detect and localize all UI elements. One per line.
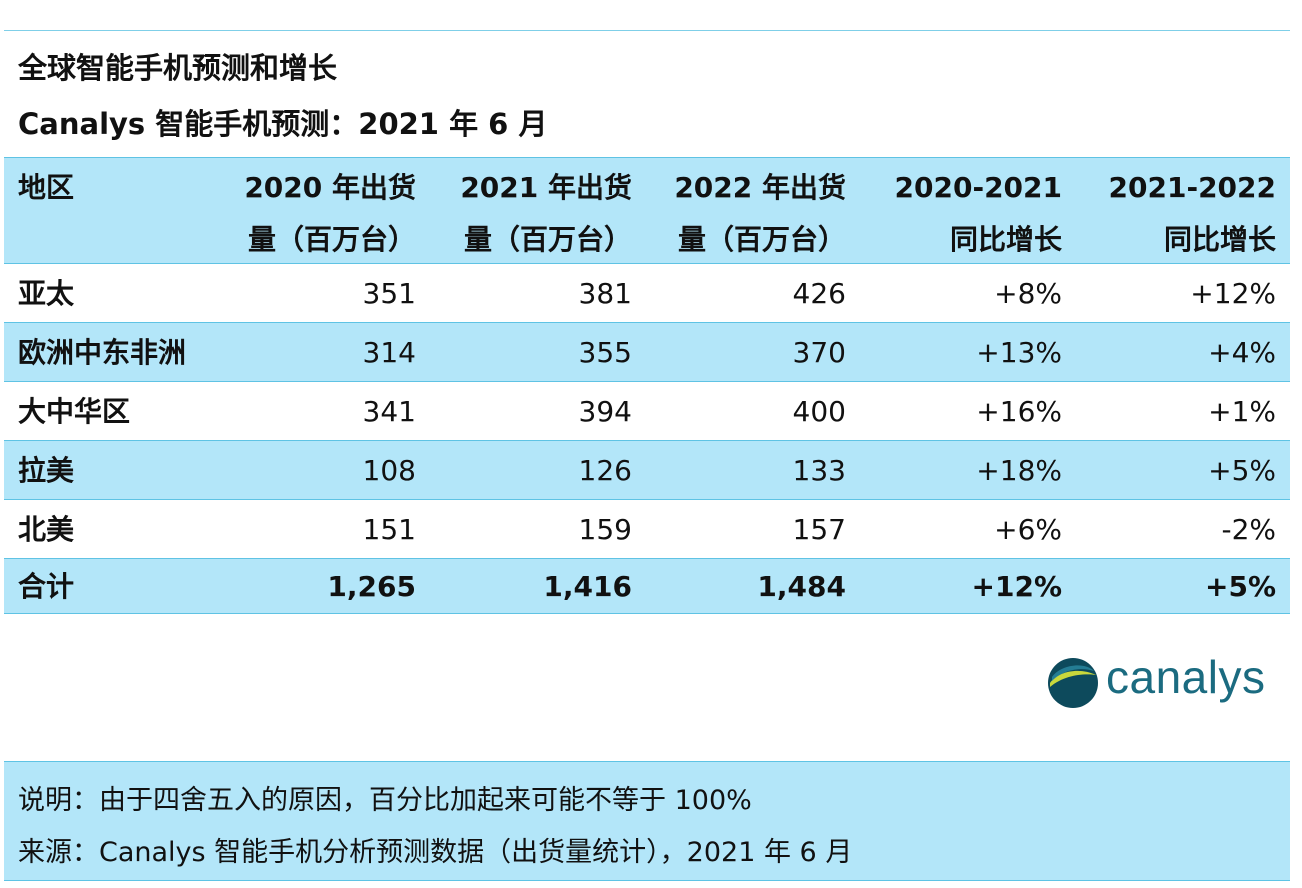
canalys-logo-icon [1048,658,1098,708]
source-note: 来源：Canalys 智能手机分析预测数据（出货量统计），2021 年 6 月 [18,837,853,868]
total-label: 合计 [18,570,75,603]
growth-2021-cell: +6% [994,513,1062,546]
growth-2021-cell: +13% [976,336,1062,369]
growth-2021-cell: +18% [976,454,1062,487]
region-cell: 欧洲中东非洲 [18,336,187,369]
header-growth-2021-2022: 2021-2022 同比增长 [1108,171,1276,256]
total-growth-2021-cell: +12% [971,570,1062,603]
region-cell: 北美 [18,513,75,546]
shipments-2020-cell: 151 [362,513,416,546]
page-subtitle: Canalys 智能手机预测：2021 年 6 月 [18,107,548,141]
header-2021-shipments: 2021 年出货 量（百万台） [460,171,632,256]
growth-2021-cell: +8% [994,277,1062,310]
shipments-2021-cell: 126 [578,454,632,487]
canalys-logo-text: canalys [1106,651,1266,703]
region-cell: 亚太 [18,277,75,310]
growth-2022-cell: +4% [1208,336,1276,369]
region-cell: 拉美 [18,454,75,487]
total-2022-cell: 1,484 [757,570,846,603]
table-row: 亚太 351 381 426 +8% +12% [4,263,1290,322]
page-title: 全球智能手机预测和增长 [18,51,338,85]
shipments-2022-cell: 400 [792,395,846,428]
shipments-2021-cell: 159 [578,513,632,546]
table-row: 北美 151 159 157 +6% -2% [4,499,1290,558]
growth-2021-cell: +16% [976,395,1062,428]
table-total-row: 合计 1,265 1,416 1,484 +12% +5% [4,558,1290,614]
shipments-2021-cell: 355 [578,336,632,369]
rounding-note: 说明：由于四舍五入的原因，百分比加起来可能不等于 100% [18,785,752,816]
shipments-2020-cell: 108 [362,454,416,487]
table-header-row: 地区 2020 年出货 量（百万台） 2021 年出货 量（百万台） 2022 … [4,157,1290,263]
forecast-table: 地区 2020 年出货 量（百万台） 2021 年出货 量（百万台） 2022 … [4,157,1290,614]
growth-2022-cell: +1% [1208,395,1276,428]
shipments-2022-cell: 133 [792,454,846,487]
table-row: 大中华区 341 394 400 +16% +1% [4,381,1290,440]
shipments-2020-cell: 341 [362,395,416,428]
header-2020-shipments: 2020 年出货 量（百万台） [244,171,416,256]
table-row: 欧洲中东非洲 314 355 370 +13% +4% [4,322,1290,381]
region-cell: 大中华区 [18,395,131,428]
total-growth-2022-cell: +5% [1205,570,1276,603]
growth-2022-cell: +12% [1190,277,1276,310]
growth-2022-cell: -2% [1221,513,1276,546]
total-2020-cell: 1,265 [327,570,416,603]
shipments-2022-cell: 426 [792,277,846,310]
shipments-2020-cell: 351 [362,277,416,310]
total-2021-cell: 1,416 [543,570,632,603]
shipments-2022-cell: 157 [792,513,846,546]
shipments-2020-cell: 314 [362,336,416,369]
header-growth-2020-2021: 2020-2021 同比增长 [894,171,1062,256]
shipments-2021-cell: 394 [578,395,632,428]
table-row: 拉美 108 126 133 +18% +5% [4,440,1290,499]
growth-2022-cell: +5% [1208,454,1276,487]
header-2022-shipments: 2022 年出货 量（百万台） [674,171,846,256]
shipments-2022-cell: 370 [792,336,846,369]
notes-box: 说明：由于四舍五入的原因，百分比加起来可能不等于 100% 来源：Canalys… [4,761,1290,881]
top-rule [4,30,1290,31]
shipments-2021-cell: 381 [578,277,632,310]
